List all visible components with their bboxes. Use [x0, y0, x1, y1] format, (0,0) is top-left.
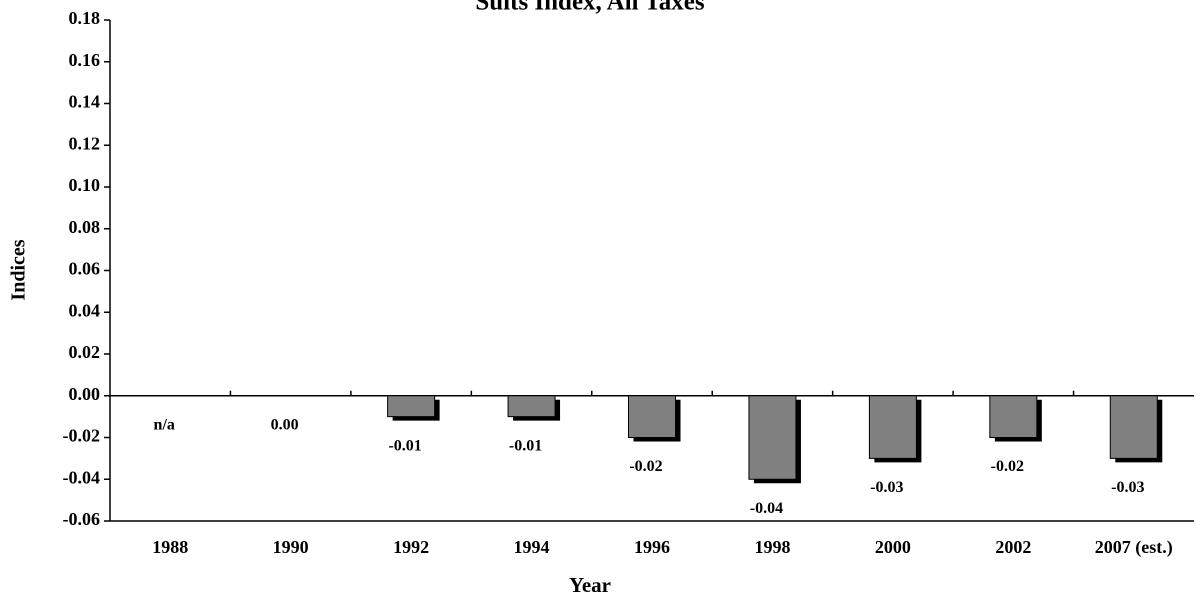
value-label: -0.03 [870, 479, 903, 496]
y-tick-label: -0.06 [63, 509, 101, 529]
value-label: -0.02 [991, 458, 1024, 475]
value-label: 0.00 [271, 416, 299, 433]
y-tick-label: 0.02 [69, 342, 101, 362]
value-label: -0.03 [1111, 479, 1144, 496]
y-tick-label: -0.02 [63, 426, 101, 446]
value-label: n/a [154, 416, 175, 433]
y-tick-label: 0.00 [69, 384, 101, 404]
x-tick-label: 2000 [875, 537, 911, 557]
y-tick-label: -0.04 [63, 467, 101, 487]
x-axis-label: Year [569, 573, 611, 597]
x-tick-label: 1998 [754, 537, 790, 557]
bar [387, 395, 436, 418]
chart-title: Suits Index, All Taxes [475, 0, 705, 16]
bar [989, 395, 1038, 438]
y-tick-label: 0.04 [69, 300, 101, 320]
y-axis-label: Indices [8, 239, 30, 300]
value-label: -0.02 [629, 458, 662, 475]
bar [868, 395, 917, 459]
y-tick-label: 0.14 [69, 92, 101, 112]
x-tick-label: 1988 [152, 537, 188, 557]
y-tick-label: 0.12 [69, 133, 101, 153]
x-tick-label: 1990 [273, 537, 309, 557]
y-tick-label: 0.16 [69, 50, 101, 70]
y-tick-label: 0.18 [69, 8, 101, 28]
y-tick-label: 0.06 [69, 259, 101, 279]
y-tick-label: 0.10 [69, 175, 101, 195]
x-tick-label: 1996 [634, 537, 670, 557]
bar [1109, 395, 1158, 459]
x-tick-label: 2002 [995, 537, 1031, 557]
y-tick-label: 0.08 [69, 217, 101, 237]
x-tick-label: 1994 [514, 537, 550, 557]
value-label: -0.04 [750, 500, 783, 517]
x-tick-label: 1992 [393, 537, 429, 557]
bar [507, 395, 556, 418]
bar [628, 395, 676, 438]
value-label: -0.01 [509, 437, 542, 454]
bar [748, 395, 797, 480]
value-label: -0.01 [388, 437, 421, 454]
x-tick-label: 2007 (est.) [1095, 537, 1173, 558]
